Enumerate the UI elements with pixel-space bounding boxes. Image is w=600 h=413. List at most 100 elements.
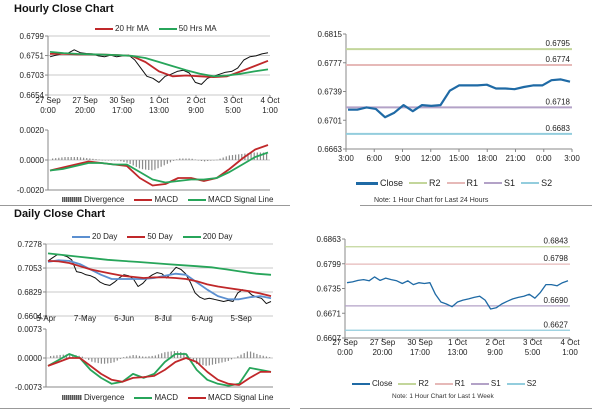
weekly-sr-legend: Close R2 R1 S1 S2 [352, 379, 537, 388]
divergence-bar [145, 356, 147, 358]
divergence-bar [157, 354, 160, 358]
legend-label: S1 [504, 178, 516, 188]
divergence-bar [58, 157, 60, 160]
divergence-bar [259, 152, 261, 160]
x-tick-label: 1 Oct [448, 338, 468, 347]
divergence-bar [101, 159, 103, 161]
legend-swatch [446, 182, 465, 184]
legend-20-day: 20 Day [72, 232, 117, 241]
legend-s2: S2 [506, 379, 537, 388]
divergence-bar [135, 355, 137, 358]
divergence-bar [123, 357, 125, 358]
divergence-bar [100, 358, 102, 364]
legend-label: Divergence [84, 195, 125, 204]
legend-label: R2 [418, 379, 429, 388]
divergence-bar [86, 158, 88, 160]
legend-swatch [398, 382, 417, 385]
level-label-s1: 0.6690 [544, 296, 569, 305]
legend-swatch [521, 182, 540, 184]
divergence-bar [238, 154, 240, 160]
x-tick-label: 12:00 [421, 154, 442, 163]
x-tick-label: 6:00 [366, 154, 382, 163]
x-tick-label: 4 Oct [560, 338, 580, 347]
legend-swatch [470, 382, 489, 385]
legend-label: 50 Hrs MA [178, 24, 217, 33]
legend-label: 20 Day [92, 232, 118, 241]
divergence-bar [170, 351, 172, 358]
level-label-r2: 0.6795 [546, 39, 571, 48]
legend-r2: R2 [409, 178, 441, 188]
divergence-bar [227, 358, 229, 361]
x-tick-label: 18:00 [477, 154, 498, 163]
divergence-bar [138, 355, 141, 358]
x-tick-label: 5-Apr [36, 314, 56, 323]
series-close [346, 276, 569, 310]
divergence-bar [104, 160, 106, 161]
legend-swatch [356, 181, 378, 185]
divergence-bar [98, 159, 100, 161]
y-tick-label: 0.6671 [317, 309, 342, 318]
divergence-bar [64, 157, 66, 160]
legend-label: R2 [429, 178, 441, 188]
divergence-bar [132, 160, 134, 166]
divergence-bar [185, 158, 187, 160]
hourly-chart-title: Hourly Close Chart [14, 3, 114, 15]
divergence-bar [213, 160, 215, 161]
x-tick-label: 27 Sep [370, 338, 396, 347]
divergence-bar [256, 353, 258, 358]
divergence-bar [52, 158, 54, 160]
divergence-bar [240, 354, 242, 358]
y-tick-label: 0.6607 [317, 334, 342, 343]
divergence-bar [107, 160, 110, 161]
divergence-bar [262, 355, 264, 358]
x-tick-label: 6-Aug [191, 314, 212, 323]
legend-swatch [409, 182, 428, 184]
level-label-r2: 0.6843 [544, 237, 569, 246]
divergence-bar [126, 160, 128, 163]
x-tick-label: 1:00 [262, 106, 278, 115]
divergence-bar [55, 158, 57, 160]
divergence-bar [225, 156, 227, 160]
legend-label: 200 Day [202, 232, 233, 241]
x-tick-label: 7-May [74, 314, 96, 323]
legend-swatch [72, 235, 90, 238]
divergence-bar [179, 158, 181, 160]
daily-macd-legend: Divergence MACD MACD Signal Line [62, 393, 273, 402]
legend-s2: S2 [521, 178, 552, 188]
weekly-sr-note: Note: 1 Hour Chart for Last 1 Week [392, 393, 494, 400]
divergence-bar [183, 352, 185, 358]
divergence-bar [145, 160, 147, 170]
divergence-bar [247, 153, 249, 160]
divergence-bar [151, 160, 153, 171]
divergence-bar [189, 357, 191, 358]
legend-label: 50 Day [147, 232, 173, 241]
divergence-bar [114, 160, 116, 161]
series-close [47, 254, 272, 305]
divergence-bar [163, 160, 165, 166]
x-tick-label: 0:00 [337, 348, 353, 357]
legend-label: S2 [526, 379, 537, 388]
hourly-sr-note: Note: 1 Hour Chart for Last 24 Hours [374, 197, 489, 204]
divergence-bar [197, 160, 199, 161]
divergence-bar [123, 160, 125, 162]
hourlyMacd-chart: 0.0020 0.0000 -0.0020 [17, 126, 270, 195]
x-tick-label: 9:00 [487, 348, 503, 357]
level-label-s2: 0.6627 [544, 320, 569, 329]
divergence-bar [73, 157, 75, 160]
divergence-bar [205, 358, 207, 366]
legend-divergence: Divergence [62, 195, 124, 204]
legend-r2: R2 [398, 379, 429, 388]
y-tick-label: 0.7053 [18, 264, 43, 273]
divergence-bar [67, 157, 69, 160]
x-tick-label: 6-Jun [114, 314, 134, 323]
divergence-bar [231, 155, 234, 160]
divergence-bar [83, 157, 85, 160]
divergence-bar [142, 356, 144, 358]
divergence-bar [50, 356, 52, 358]
level-label-r1: 0.6798 [544, 254, 569, 263]
x-tick-label: 1 Oct [149, 96, 169, 105]
x-tick-label: 13:00 [149, 106, 170, 115]
divergence-bar [166, 160, 168, 164]
legend-swatch [434, 382, 453, 385]
legend-swatch [62, 395, 82, 400]
